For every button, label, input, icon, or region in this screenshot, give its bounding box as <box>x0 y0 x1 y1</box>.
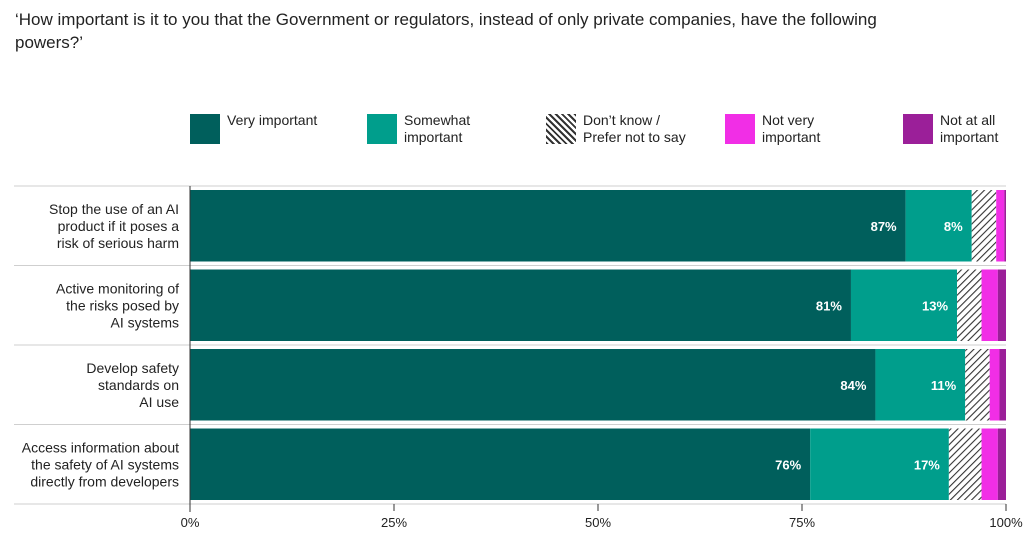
bar-don-t-know-prefer-not-to-say <box>971 190 997 262</box>
legend-label-line: Not very <box>762 112 815 128</box>
bar-not-very-important <box>989 349 1000 421</box>
bar-very-important <box>190 428 811 500</box>
data-label: 17% <box>914 457 940 472</box>
legend-label-line: Somewhat <box>404 112 471 128</box>
bar-not-very-important <box>981 428 998 500</box>
bar-very-important <box>190 349 876 421</box>
legend-label-line: important <box>404 129 463 145</box>
x-tick-label: 0% <box>181 515 200 530</box>
category-label: AI use <box>139 394 179 410</box>
bar-very-important <box>190 190 906 262</box>
legend-swatch <box>367 114 397 144</box>
category-label: product if it poses a <box>58 218 180 234</box>
legend-swatch <box>725 114 755 144</box>
category-label: directly from developers <box>30 473 179 489</box>
category-label: risk of serious harm <box>57 235 179 251</box>
legend-label-line: important <box>762 129 821 145</box>
legend-label-line: Don’t know / <box>583 112 661 128</box>
legend-swatch <box>903 114 933 144</box>
bar-somewhat-important <box>905 190 972 262</box>
bar-very-important <box>190 269 851 341</box>
bar-not-at-all-important <box>997 269 1006 341</box>
bar-not-very-important <box>996 190 1005 262</box>
bar-somewhat-important <box>875 349 966 421</box>
bar-not-at-all-important <box>999 349 1006 421</box>
x-tick-label: 75% <box>789 515 815 530</box>
data-label: 76% <box>775 457 801 472</box>
legend-label: Not very important <box>762 112 820 146</box>
category-label: Access information about <box>22 439 179 455</box>
bar-don-t-know-prefer-not-to-say <box>957 269 982 341</box>
legend-swatch <box>546 114 576 144</box>
category-label: standards on <box>98 377 179 393</box>
legend-label: Somewhat important <box>404 112 470 146</box>
x-tick-label: 50% <box>585 515 611 530</box>
data-label: 87% <box>871 219 897 234</box>
legend-label: Not at all important <box>940 112 998 146</box>
chart-title: ‘How important is it to you that the Gov… <box>15 10 877 52</box>
bar-not-very-important <box>981 269 998 341</box>
data-label: 11% <box>931 378 957 393</box>
data-label: 8% <box>944 219 963 234</box>
bar-somewhat-important <box>850 269 958 341</box>
category-label: Stop the use of an AI <box>49 201 179 217</box>
legend-label: Don’t know / Prefer not to say <box>583 112 686 146</box>
category-label: Develop safety <box>86 360 179 376</box>
bar-not-at-all-important <box>1004 190 1006 262</box>
category-label: the safety of AI systems <box>31 456 179 472</box>
bar-not-at-all-important <box>997 428 1006 500</box>
legend-label-line: important <box>940 129 999 145</box>
legend-label: Very important <box>227 112 317 129</box>
category-label: AI systems <box>111 314 179 330</box>
legend-swatch <box>190 114 220 144</box>
x-tick-label: 100% <box>989 515 1023 530</box>
data-label: 13% <box>922 298 948 313</box>
legend-label-line: Prefer not to say <box>583 129 686 145</box>
data-label: 81% <box>816 298 842 313</box>
bar-somewhat-important <box>810 428 949 500</box>
legend-label-line: Not at all <box>940 112 996 128</box>
bar-don-t-know-prefer-not-to-say <box>948 428 982 500</box>
category-label: the risks posed by <box>66 297 179 313</box>
data-label: 84% <box>840 378 866 393</box>
legend-label-line: Very important <box>227 112 318 128</box>
x-tick-label: 25% <box>381 515 407 530</box>
category-label: Active monitoring of <box>56 280 179 296</box>
bar-don-t-know-prefer-not-to-say <box>965 349 990 421</box>
